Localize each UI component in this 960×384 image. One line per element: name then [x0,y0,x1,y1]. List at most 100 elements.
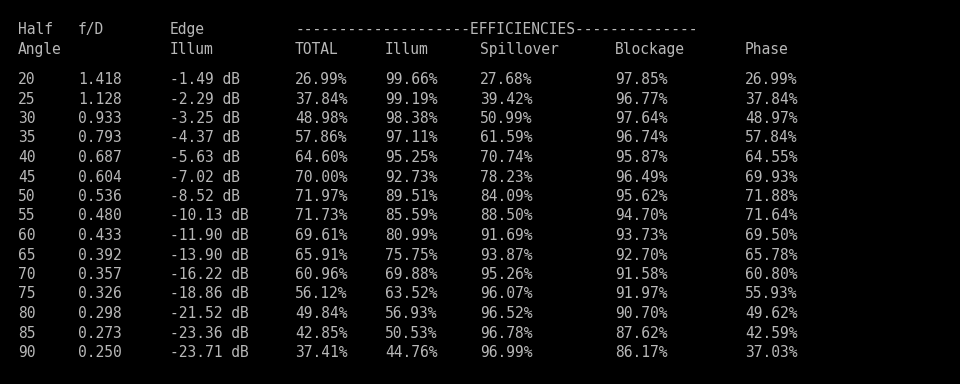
Text: 27.68%: 27.68% [480,72,533,87]
Text: 49.84%: 49.84% [295,306,348,321]
Text: 0.687: 0.687 [78,150,122,165]
Text: 30: 30 [18,111,36,126]
Text: 96.99%: 96.99% [480,345,533,360]
Text: 0.357: 0.357 [78,267,122,282]
Text: 40: 40 [18,150,36,165]
Text: 85.59%: 85.59% [385,209,438,223]
Text: 48.98%: 48.98% [295,111,348,126]
Text: 65.78%: 65.78% [745,248,798,263]
Text: 65: 65 [18,248,36,263]
Text: 70: 70 [18,267,36,282]
Text: 37.84%: 37.84% [295,91,348,106]
Text: 39.42%: 39.42% [480,91,533,106]
Text: 92.70%: 92.70% [615,248,667,263]
Text: 69.93%: 69.93% [745,169,798,184]
Text: 91.97%: 91.97% [615,286,667,301]
Text: 26.99%: 26.99% [295,72,348,87]
Text: 96.52%: 96.52% [480,306,533,321]
Text: -10.13 dB: -10.13 dB [170,209,249,223]
Text: 69.50%: 69.50% [745,228,798,243]
Text: 96.74%: 96.74% [615,131,667,146]
Text: 69.61%: 69.61% [295,228,348,243]
Text: -18.86 dB: -18.86 dB [170,286,249,301]
Text: 0.273: 0.273 [78,326,122,341]
Text: 65.91%: 65.91% [295,248,348,263]
Text: 1.418: 1.418 [78,72,122,87]
Text: 0.536: 0.536 [78,189,122,204]
Text: Phase: Phase [745,42,789,57]
Text: 56.12%: 56.12% [295,286,348,301]
Text: 45: 45 [18,169,36,184]
Text: -7.02 dB: -7.02 dB [170,169,240,184]
Text: 86.17%: 86.17% [615,345,667,360]
Text: 95.26%: 95.26% [480,267,533,282]
Text: 95.62%: 95.62% [615,189,667,204]
Text: 37.03%: 37.03% [745,345,798,360]
Text: 71.97%: 71.97% [295,189,348,204]
Text: 55: 55 [18,209,36,223]
Text: Spillover: Spillover [480,42,559,57]
Text: 50: 50 [18,189,36,204]
Text: 0.933: 0.933 [78,111,122,126]
Text: 50.99%: 50.99% [480,111,533,126]
Text: 37.84%: 37.84% [745,91,798,106]
Text: 0.433: 0.433 [78,228,122,243]
Text: TOTAL: TOTAL [295,42,339,57]
Text: 78.23%: 78.23% [480,169,533,184]
Text: 84.09%: 84.09% [480,189,533,204]
Text: 0.250: 0.250 [78,345,122,360]
Text: 91.58%: 91.58% [615,267,667,282]
Text: 97.85%: 97.85% [615,72,667,87]
Text: 0.480: 0.480 [78,209,122,223]
Text: 90.70%: 90.70% [615,306,667,321]
Text: --------------------EFFICIENCIES--------------: --------------------EFFICIENCIES--------… [295,22,698,37]
Text: 99.19%: 99.19% [385,91,438,106]
Text: 0.326: 0.326 [78,286,122,301]
Text: -21.52 dB: -21.52 dB [170,306,249,321]
Text: Half: Half [18,22,53,37]
Text: -13.90 dB: -13.90 dB [170,248,249,263]
Text: 0.392: 0.392 [78,248,122,263]
Text: 92.73%: 92.73% [385,169,438,184]
Text: 25: 25 [18,91,36,106]
Text: 42.85%: 42.85% [295,326,348,341]
Text: -1.49 dB: -1.49 dB [170,72,240,87]
Text: 75.75%: 75.75% [385,248,438,263]
Text: Angle: Angle [18,42,61,57]
Text: 1.128: 1.128 [78,91,122,106]
Text: 70.74%: 70.74% [480,150,533,165]
Text: 69.88%: 69.88% [385,267,438,282]
Text: -3.25 dB: -3.25 dB [170,111,240,126]
Text: -4.37 dB: -4.37 dB [170,131,240,146]
Text: -5.63 dB: -5.63 dB [170,150,240,165]
Text: 57.84%: 57.84% [745,131,798,146]
Text: 60.96%: 60.96% [295,267,348,282]
Text: 75: 75 [18,286,36,301]
Text: 0.604: 0.604 [78,169,122,184]
Text: Illum: Illum [385,42,429,57]
Text: 85: 85 [18,326,36,341]
Text: Blockage: Blockage [615,42,685,57]
Text: 93.87%: 93.87% [480,248,533,263]
Text: 63.52%: 63.52% [385,286,438,301]
Text: 0.793: 0.793 [78,131,122,146]
Text: 87.62%: 87.62% [615,326,667,341]
Text: 98.38%: 98.38% [385,111,438,126]
Text: 61.59%: 61.59% [480,131,533,146]
Text: 88.50%: 88.50% [480,209,533,223]
Text: 50.53%: 50.53% [385,326,438,341]
Text: 95.87%: 95.87% [615,150,667,165]
Text: 48.97%: 48.97% [745,111,798,126]
Text: 56.93%: 56.93% [385,306,438,321]
Text: 70.00%: 70.00% [295,169,348,184]
Text: 0.298: 0.298 [78,306,122,321]
Text: 99.66%: 99.66% [385,72,438,87]
Text: 96.77%: 96.77% [615,91,667,106]
Text: 35: 35 [18,131,36,146]
Text: 96.78%: 96.78% [480,326,533,341]
Text: 80: 80 [18,306,36,321]
Text: -23.71 dB: -23.71 dB [170,345,249,360]
Text: 49.62%: 49.62% [745,306,798,321]
Text: -16.22 dB: -16.22 dB [170,267,249,282]
Text: 90: 90 [18,345,36,360]
